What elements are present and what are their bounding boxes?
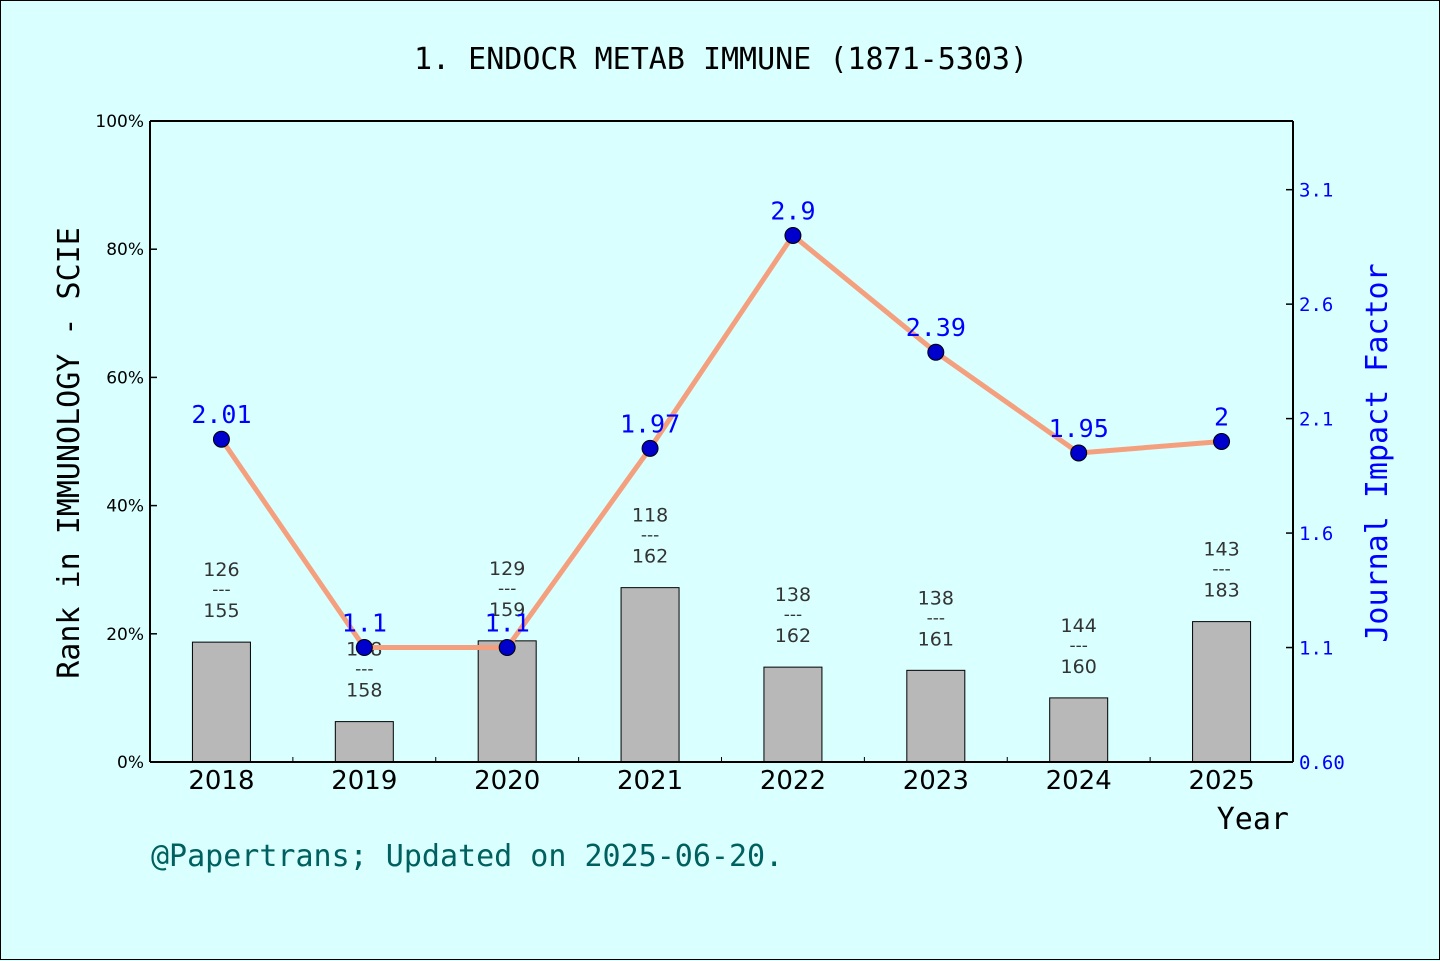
bar-total-label-2021: 162 — [632, 546, 668, 568]
bar-2018 — [191, 641, 251, 763]
bar-rank-label-2024: 144 — [1061, 615, 1097, 637]
jif-label-2019: 1.1 — [342, 609, 387, 638]
chart-title: 1. ENDOCR METAB IMMUNE (1871-5303) — [414, 42, 1028, 77]
x-axis-label: Year — [1217, 802, 1289, 837]
x-tick-label-2022: 2022 — [760, 766, 826, 796]
y-left-tick-label-4: 80% — [106, 240, 144, 260]
y-left-tick-label-0: 0% — [117, 753, 144, 773]
jif-label-2023: 2.39 — [906, 313, 966, 342]
jif-point-2018 — [212, 430, 230, 448]
bar-2020 — [477, 640, 537, 763]
bar-separator-label-2020: --- — [498, 579, 516, 599]
bar-separator-label-2022: --- — [784, 605, 802, 625]
jif-label-2021: 1.97 — [620, 409, 680, 438]
bar-total-label-2020: 159 — [489, 599, 525, 621]
jif-line — [219, 232, 1222, 651]
bar-total-label-2019: 158 — [346, 680, 382, 702]
jif-label-2025: 2 — [1214, 403, 1229, 432]
bar-2025 — [1192, 621, 1252, 763]
bar-total-label-2025: 183 — [1203, 580, 1239, 602]
bar-separator-label-2025: --- — [1212, 560, 1230, 580]
y-left-tick-label-1: 20% — [106, 625, 144, 645]
jif-point-2020 — [498, 639, 516, 657]
bar-rank-label-2022: 138 — [775, 584, 811, 606]
jif-point-2021 — [641, 439, 659, 457]
jif-point-2024 — [1070, 444, 1088, 462]
bar-total-label-2022: 162 — [775, 625, 811, 647]
y-left-tick-label-3: 60% — [106, 368, 144, 388]
bar-separator-label-2023: --- — [927, 608, 945, 628]
bar-rank-label-2021: 118 — [632, 505, 668, 527]
bar-2022 — [763, 666, 823, 763]
bar-total-label-2023: 161 — [918, 628, 954, 650]
y-right-tick-label-0: 0.60 — [1299, 752, 1345, 774]
bar-2024 — [1049, 697, 1109, 763]
bar-rank-label-2025: 143 — [1203, 539, 1239, 561]
y-right-tick-label-4: 2.6 — [1299, 294, 1333, 316]
y-axis-right-label: Journal Impact Factor — [1360, 263, 1395, 642]
y-left-tick-label-2: 40% — [106, 497, 144, 517]
jif-point-2025 — [1213, 433, 1231, 450]
x-tick-label-2024: 2024 — [1046, 766, 1112, 796]
bar-rank-label-2020: 129 — [489, 558, 525, 580]
x-tick-label-2023: 2023 — [903, 766, 969, 796]
jif-point-2019 — [355, 639, 373, 657]
bar-total-label-2018: 155 — [203, 600, 239, 622]
bar-separator-label-2024: --- — [1069, 636, 1087, 656]
jif-label-2022: 2.9 — [770, 196, 815, 225]
bar-separator-label-2021: --- — [641, 526, 659, 546]
bar-2023 — [906, 669, 966, 763]
bar-2021 — [620, 587, 680, 763]
bar-separator-label-2018: --- — [212, 580, 230, 600]
jif-label-2018: 2.01 — [191, 400, 251, 429]
x-tick-label-2018: 2018 — [188, 766, 254, 796]
bar-rank-label-2018: 126 — [203, 559, 239, 581]
y-right-tick-label-3: 2.1 — [1299, 409, 1333, 431]
bar-total-label-2024: 160 — [1061, 656, 1097, 678]
y-left-tick-label-5: 100% — [95, 112, 144, 132]
footer-credit: @Papertrans; Updated on 2025-06-20. — [151, 839, 783, 874]
x-tick-label-2025: 2025 — [1188, 766, 1254, 796]
y-right-tick-label-2: 1.6 — [1299, 523, 1333, 545]
x-tick-label-2021: 2021 — [617, 766, 683, 796]
x-tick-label-2019: 2019 — [331, 766, 397, 796]
x-tick-label-2020: 2020 — [474, 766, 540, 796]
bar-separator-label-2019: --- — [355, 660, 373, 680]
jif-point-2022 — [784, 226, 802, 244]
y-right-tick-label-1: 1.1 — [1299, 638, 1333, 660]
jif-label-2024: 1.95 — [1049, 414, 1109, 443]
y-axis-left-label: Rank in IMMUNOLOGY - SCIE — [52, 227, 87, 679]
bar-2019 — [334, 721, 394, 763]
bar-rank-label-2023: 138 — [918, 587, 954, 609]
jif-point-2023 — [927, 343, 945, 361]
y-right-tick-label-5: 3.1 — [1299, 180, 1333, 202]
jif-label-2020: 1.1 — [485, 609, 530, 638]
